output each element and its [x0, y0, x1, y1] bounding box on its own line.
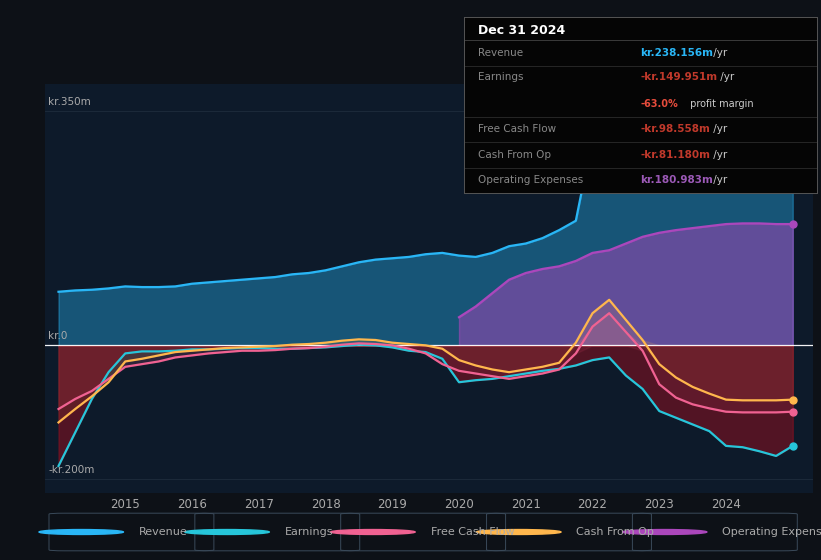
Text: /yr: /yr [710, 175, 727, 185]
Text: -63.0%: -63.0% [640, 99, 678, 109]
Text: kr.0: kr.0 [48, 332, 68, 342]
Text: -kr.98.558m: -kr.98.558m [640, 124, 710, 134]
Circle shape [476, 530, 561, 534]
Text: /yr: /yr [710, 150, 727, 160]
Text: Revenue: Revenue [478, 48, 523, 58]
Circle shape [39, 530, 123, 534]
Circle shape [331, 530, 415, 534]
Text: kr.350m: kr.350m [48, 97, 91, 107]
Text: kr.180.983m: kr.180.983m [640, 175, 713, 185]
Text: -kr.200m: -kr.200m [48, 465, 95, 475]
Text: Dec 31 2024: Dec 31 2024 [478, 25, 565, 38]
Text: /yr: /yr [710, 124, 727, 134]
Text: Free Cash Flow: Free Cash Flow [478, 124, 556, 134]
Text: /yr: /yr [717, 72, 734, 82]
Text: Earnings: Earnings [285, 527, 333, 537]
Circle shape [622, 530, 707, 534]
Text: Earnings: Earnings [478, 72, 524, 82]
Text: Operating Expenses: Operating Expenses [478, 175, 583, 185]
Text: -kr.149.951m: -kr.149.951m [640, 72, 718, 82]
Text: Cash From Op: Cash From Op [576, 527, 654, 537]
Text: Free Cash Flow: Free Cash Flow [430, 527, 514, 537]
Text: -kr.81.180m: -kr.81.180m [640, 150, 710, 160]
Text: /yr: /yr [710, 48, 727, 58]
Circle shape [185, 530, 269, 534]
Text: profit margin: profit margin [687, 99, 754, 109]
Text: kr.238.156m: kr.238.156m [640, 48, 713, 58]
Text: Revenue: Revenue [139, 527, 187, 537]
Text: Cash From Op: Cash From Op [478, 150, 551, 160]
Text: Operating Expenses: Operating Expenses [722, 527, 821, 537]
